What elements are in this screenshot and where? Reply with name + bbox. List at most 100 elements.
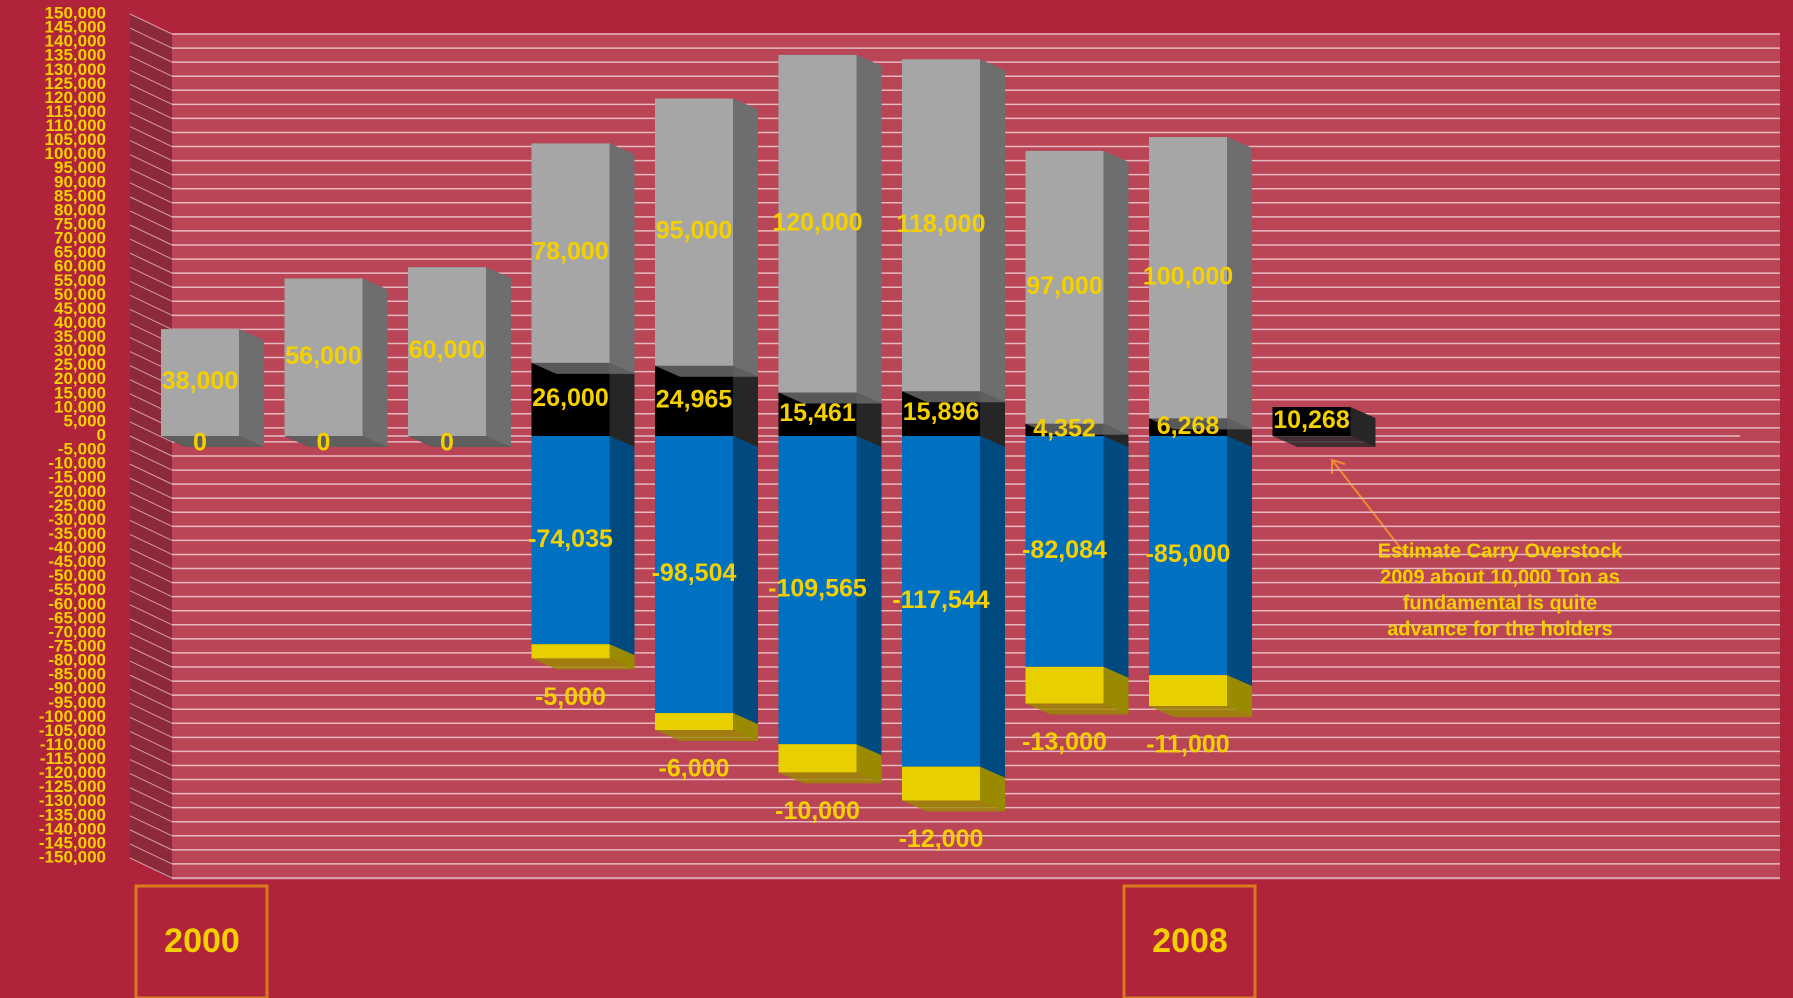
- bar-segment: [531, 436, 610, 645]
- wall-grid-line: [129, 477, 173, 499]
- y-tick-label: -30,000: [48, 510, 106, 529]
- value-label: -85,000: [1146, 540, 1231, 568]
- bar-segment: [531, 143, 610, 363]
- wall-grid-line: [129, 604, 173, 626]
- y-tick-label: -10,000: [48, 454, 106, 473]
- y-tick-label: -40,000: [48, 538, 106, 557]
- wall-grid-line: [129, 576, 173, 598]
- bar-side: [980, 436, 1005, 778]
- bar-segment: [531, 362, 610, 436]
- y-tick-label: 105,000: [45, 130, 106, 149]
- bar-segment: [655, 713, 733, 731]
- bar-segment: [655, 436, 733, 714]
- value-label: 15,461: [779, 399, 856, 427]
- wall-grid-line: [129, 829, 173, 851]
- wall-grid-line: [129, 41, 173, 63]
- bar-side: [1227, 137, 1252, 430]
- wall-grid-line: [129, 449, 173, 471]
- y-tick-label: 30,000: [54, 341, 106, 360]
- wall-grid-line: [129, 618, 173, 640]
- bar-side: [980, 391, 1005, 447]
- y-tick-label: 150,000: [45, 3, 106, 22]
- bar-bottom: [1025, 703, 1129, 715]
- value-label: -117,544: [892, 586, 989, 614]
- wall-grid-line: [129, 857, 173, 879]
- x-tick-label: 2008: [1152, 922, 1228, 960]
- x-tick-label: 2000: [164, 922, 240, 960]
- value-label: 97,000: [1026, 272, 1102, 300]
- bar-bottom: [1272, 436, 1376, 447]
- y-tick-label: -140,000: [39, 819, 106, 838]
- value-label: -12,000: [899, 825, 984, 853]
- value-label: 78,000: [532, 238, 608, 266]
- value-label: -98,504: [652, 559, 737, 587]
- bar-side: [609, 143, 635, 374]
- value-label: -13,000: [1022, 728, 1107, 756]
- y-tick-label: -60,000: [48, 594, 106, 613]
- wall-grid-line: [129, 548, 173, 569]
- bar-bottom: [655, 365, 758, 377]
- y-tick-label: -15,000: [48, 468, 106, 487]
- bar-side: [980, 766, 1005, 812]
- y-tick-label: 90,000: [54, 172, 106, 191]
- wall-grid-line: [129, 182, 173, 204]
- wall-grid-line: [129, 660, 173, 682]
- y-tick-label: -95,000: [48, 693, 106, 712]
- wall-grid-line: [129, 674, 173, 696]
- y-tick-label: -25,000: [48, 496, 106, 515]
- wall-grid-line: [129, 196, 173, 218]
- bar-side: [980, 59, 1005, 403]
- wall-grid-line: [129, 702, 173, 724]
- y-tick-label: 75,000: [54, 214, 106, 233]
- wall-grid-line: [129, 463, 173, 485]
- value-label: 0: [317, 429, 331, 457]
- y-tick-label: 80,000: [54, 200, 106, 219]
- annotation: 2009 about 10,000 Ton as: [1380, 566, 1620, 588]
- bar-bottom: [902, 800, 1005, 812]
- y-tick-label: -50,000: [48, 566, 106, 585]
- annotation: Estimate Carry Overstock: [1378, 540, 1623, 562]
- y-tick-label: 115,000: [45, 102, 106, 121]
- wall-grid-line: [129, 491, 173, 513]
- wall-grid-line: [129, 27, 173, 49]
- y-tick-label: -130,000: [39, 791, 106, 810]
- y-tick-label: 40,000: [54, 313, 106, 332]
- y-tick-label: -125,000: [39, 777, 106, 796]
- bar-segment: [778, 54, 857, 393]
- wall-grid-line: [129, 421, 173, 443]
- value-label: 118,000: [897, 210, 986, 238]
- bar-bottom: [161, 436, 264, 447]
- y-tick-label: -65,000: [48, 608, 106, 627]
- bar-segment: [531, 644, 610, 659]
- y-tick-label: 95,000: [54, 158, 106, 177]
- wall-grid-line: [129, 112, 173, 133]
- y-tick-label: -45,000: [48, 552, 106, 571]
- wall-grid-line: [129, 505, 173, 527]
- wall-grid-line: [129, 730, 173, 752]
- wall-grid-line: [129, 534, 173, 555]
- bar-side: [856, 436, 882, 756]
- annotation-arrow: [1331, 459, 1407, 556]
- bar-segment: [161, 329, 239, 436]
- value-label: 6,268: [1157, 412, 1220, 440]
- bar-side: [609, 362, 635, 447]
- y-tick-label: 130,000: [45, 60, 106, 79]
- bar-segment: [1149, 675, 1227, 707]
- bar-side: [1103, 436, 1129, 678]
- value-label: -5,000: [535, 683, 606, 711]
- bar-bottom: [531, 362, 635, 374]
- y-tick-label: -55,000: [48, 580, 106, 599]
- wall-grid-line: [129, 435, 173, 457]
- value-label: 24,965: [656, 385, 733, 413]
- y-tick-label: 110,000: [45, 116, 106, 135]
- bar-side: [733, 436, 758, 725]
- bar-segment: [1149, 436, 1227, 676]
- value-label: -10,000: [775, 797, 860, 825]
- wall-grid-line: [129, 590, 173, 612]
- wall-grid-line: [129, 224, 173, 246]
- wall-grid-line: [129, 745, 173, 766]
- y-tick-label: 5,000: [63, 411, 106, 430]
- value-label: 4,352: [1033, 414, 1096, 442]
- value-label: -82,084: [1022, 536, 1107, 564]
